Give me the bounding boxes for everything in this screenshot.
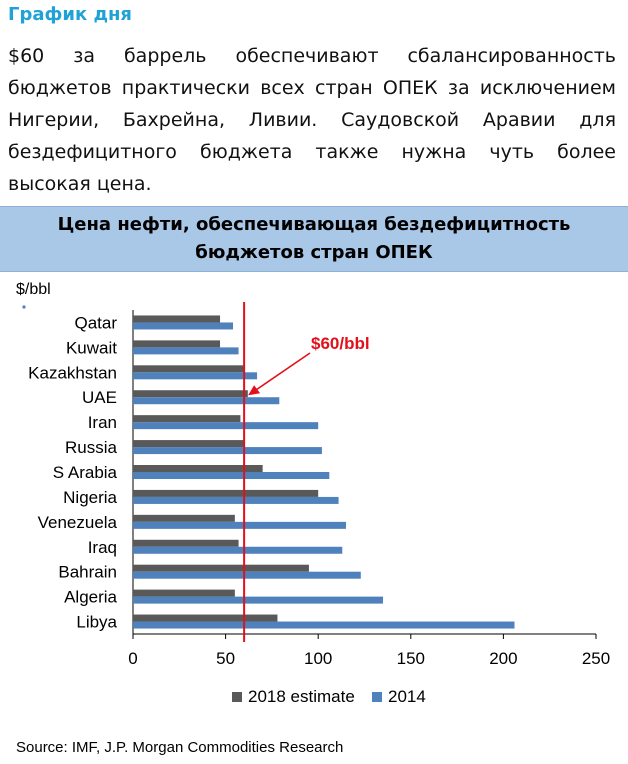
chart-title: Цена нефти, обеспечивающая бездефицитнос… (57, 214, 571, 263)
x-tick-label: 250 (582, 649, 610, 668)
bar-2018-estimate (133, 365, 245, 373)
category-label: Russia (65, 438, 118, 457)
category-label: S Arabia (53, 463, 118, 482)
x-tick-label: 200 (489, 649, 517, 668)
bar-2018-estimate (133, 465, 263, 472)
chart-banner: Цена нефти, обеспечивающая бездефицитнос… (0, 206, 628, 272)
source-note: Source: IMF, J.P. Morgan Commodities Res… (16, 739, 343, 756)
bar-2014 (133, 422, 319, 430)
category-label: Kuwait (66, 338, 117, 357)
reference-arrow (253, 352, 311, 392)
bar-2014 (133, 472, 330, 479)
bar-2014 (133, 447, 322, 455)
legend-swatch (372, 692, 382, 702)
bar-2018-estimate (133, 415, 241, 423)
section-heading: График дня (8, 4, 132, 25)
bar-2018-estimate (133, 564, 309, 572)
legend-label: 2014 (388, 687, 426, 706)
category-label: Algeria (64, 588, 117, 607)
category-label: Iran (88, 413, 117, 432)
bar-2014 (133, 621, 515, 629)
bar-2014 (133, 521, 346, 529)
x-tick-label: 100 (304, 649, 332, 668)
bar-2018-estimate (133, 440, 245, 448)
x-tick-label: 0 (128, 649, 137, 668)
bar-2018-estimate (133, 614, 278, 622)
unit-marker (22, 305, 26, 309)
category-label: Venezuela (38, 513, 118, 532)
bar-2014 (133, 397, 280, 405)
bar-2018-estimate (133, 514, 235, 522)
bar-2018-estimate (133, 390, 248, 398)
legend-label: 2018 estimate (248, 687, 355, 706)
unit-label: $/bbl (16, 281, 51, 298)
bar-2014 (133, 496, 339, 504)
x-tick-label: 50 (216, 649, 235, 668)
category-label: UAE (82, 388, 117, 407)
category-label: Libya (76, 613, 117, 632)
bar-2014 (133, 322, 234, 330)
bar-2014 (133, 546, 343, 554)
bar-2014 (133, 571, 361, 579)
category-label: Qatar (74, 313, 117, 332)
bar-2018-estimate (133, 589, 235, 597)
bar-2014 (133, 596, 384, 604)
category-label: Iraq (88, 538, 117, 557)
bar-2018-estimate (133, 539, 239, 547)
category-label: Kazakhstan (28, 363, 117, 382)
reference-label: $60/bbl (311, 334, 370, 353)
legend-swatch (232, 692, 242, 702)
legend: 2018 estimate 2014 (232, 687, 426, 706)
category-label: Bahrain (58, 563, 117, 582)
bar-2014 (133, 372, 258, 380)
bar-2018-estimate (133, 340, 221, 348)
x-tick-label: 150 (397, 649, 425, 668)
bar-2018-estimate (133, 315, 221, 323)
plot-area: 0 50 100 150 200 250 Qatar Kuwait Kazakhstan UAE I… (22, 302, 610, 668)
bar-2018-estimate (133, 489, 319, 497)
bar-chart: $/bbl 0 50 100 150 200 250 Qatar Kuwait Kazakhst… (16, 281, 610, 756)
summary-paragraph: $60 за баррель обеспечивают сбалансирова… (8, 45, 616, 195)
bar-2014 (133, 347, 239, 355)
category-label: Nigeria (63, 488, 117, 507)
reference-arrowhead (248, 385, 261, 396)
